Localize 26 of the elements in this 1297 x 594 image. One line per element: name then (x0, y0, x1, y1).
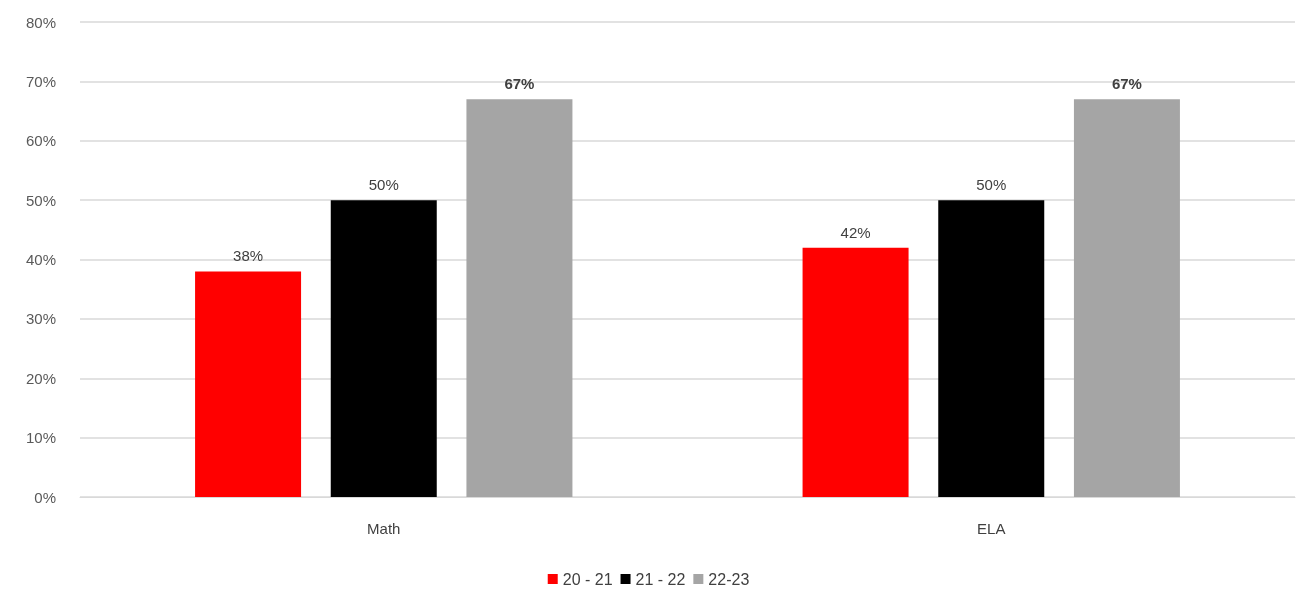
data-label: 67% (504, 75, 535, 93)
y-tick-label: 30% (25, 310, 56, 328)
data-label: 67% (1111, 75, 1142, 93)
bar (938, 200, 1045, 497)
y-tick-label: 40% (25, 251, 56, 268)
data-label: 50% (368, 176, 399, 194)
bar (466, 99, 573, 497)
x-tick-label: Math (367, 520, 401, 537)
y-tick-label: 20% (25, 369, 56, 387)
bar (330, 200, 437, 497)
data-label: 50% (976, 176, 1007, 194)
bar (1073, 99, 1180, 497)
y-tick-label: 0% (34, 488, 56, 506)
y-tick-label: 80% (25, 13, 56, 31)
data-label: 38% (233, 247, 264, 265)
y-tick-label: 50% (25, 191, 56, 209)
y-tick-label: 70% (25, 72, 56, 90)
legend-label: 22-23 (708, 570, 750, 588)
bar (195, 271, 302, 497)
data-label: 42% (840, 223, 871, 241)
legend-label: 21 - 22 (635, 570, 686, 588)
x-tick-label: ELA (977, 520, 1006, 537)
bar (802, 247, 909, 497)
y-tick-label: 10% (25, 429, 56, 447)
legend-label: 20 - 21 (562, 570, 613, 588)
y-tick-label: 60% (25, 132, 56, 150)
